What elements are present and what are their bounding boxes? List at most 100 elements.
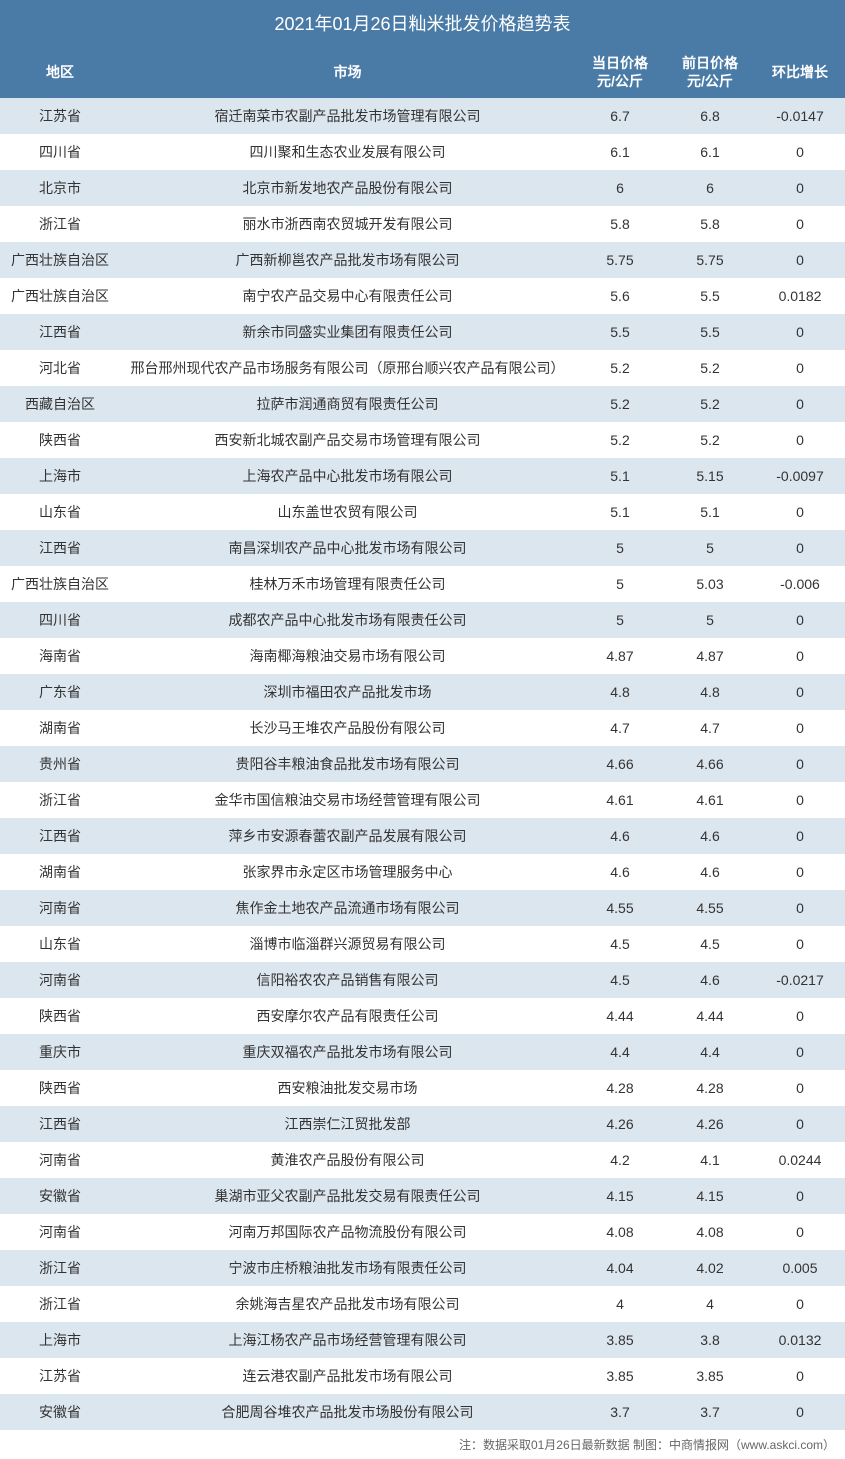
cell-region: 江西省 [0,818,120,854]
cell-price-today: 4.08 [575,1214,665,1250]
cell-price-today: 5.75 [575,242,665,278]
cell-price-yesterday: 4.8 [665,674,755,710]
cell-region: 湖南省 [0,854,120,890]
cell-price-today: 4.04 [575,1250,665,1286]
cell-region: 河南省 [0,1142,120,1178]
cell-market: 巢湖市亚父农副产品批发交易有限责任公司 [120,1178,575,1214]
table-row: 西藏自治区拉萨市润通商贸有限责任公司5.25.20 [0,386,845,422]
cell-price-yesterday: 5.2 [665,422,755,458]
cell-change: 0 [755,926,845,962]
table-row: 河北省邢台邢州现代农产品市场服务有限公司（原邢台顺兴农产品有限公司）5.25.2… [0,350,845,386]
cell-change: 0 [755,1214,845,1250]
table-row: 陕西省西安新北城农副产品交易市场管理有限公司5.25.20 [0,422,845,458]
table-row: 贵州省贵阳谷丰粮油食品批发市场有限公司4.664.660 [0,746,845,782]
cell-change: 0 [755,746,845,782]
cell-market: 海南椰海粮油交易市场有限公司 [120,638,575,674]
cell-market: 深圳市福田农产品批发市场 [120,674,575,710]
cell-market: 黄淮农产品股份有限公司 [120,1142,575,1178]
cell-market: 宿迁南菜市农副产品批发市场管理有限公司 [120,98,575,134]
header-price-today-l2: 元/公斤 [597,72,643,90]
cell-price-today: 6.7 [575,98,665,134]
cell-market: 四川聚和生态农业发展有限公司 [120,134,575,170]
cell-price-yesterday: 4.6 [665,854,755,890]
table-title: 2021年01月26日籼米批发价格趋势表 [0,0,845,46]
cell-market: 上海江杨农产品市场经营管理有限公司 [120,1322,575,1358]
cell-market: 张家界市永定区市场管理服务中心 [120,854,575,890]
cell-change: 0 [755,1394,845,1430]
cell-price-today: 5 [575,566,665,602]
cell-change: 0 [755,494,845,530]
cell-region: 安徽省 [0,1394,120,1430]
table-row: 山东省淄博市临淄群兴源贸易有限公司4.54.50 [0,926,845,962]
cell-price-yesterday: 5 [665,602,755,638]
cell-region: 四川省 [0,134,120,170]
header-market: 市场 [120,46,575,98]
cell-change: 0 [755,998,845,1034]
cell-change: 0 [755,1358,845,1394]
price-table: 2021年01月26日籼米批发价格趋势表 地区 市场 当日价格 元/公斤 前日价… [0,0,845,1430]
cell-change: -0.0147 [755,98,845,134]
cell-price-today: 5 [575,602,665,638]
table-row: 江西省萍乡市安源春蕾农副产品发展有限公司4.64.60 [0,818,845,854]
cell-market: 新余市同盛实业集团有限责任公司 [120,314,575,350]
cell-change: 0 [755,1178,845,1214]
table-row: 上海市上海农产品中心批发市场有限公司5.15.15-0.0097 [0,458,845,494]
cell-region: 河南省 [0,890,120,926]
cell-market: 成都农产品中心批发市场有限责任公司 [120,602,575,638]
cell-change: 0 [755,1106,845,1142]
cell-market: 宁波市庄桥粮油批发市场有限责任公司 [120,1250,575,1286]
header-change: 环比增长 [755,46,845,98]
cell-price-yesterday: 5.75 [665,242,755,278]
cell-change: -0.0217 [755,962,845,998]
cell-change: 0 [755,710,845,746]
cell-price-yesterday: 4.4 [665,1034,755,1070]
cell-price-yesterday: 4.44 [665,998,755,1034]
cell-price-yesterday: 4.61 [665,782,755,818]
cell-price-yesterday: 5.5 [665,278,755,314]
cell-price-yesterday: 4.55 [665,890,755,926]
table-row: 安徽省合肥周谷堆农产品批发市场股份有限公司3.73.70 [0,1394,845,1430]
cell-region: 浙江省 [0,206,120,242]
cell-price-today: 5.2 [575,422,665,458]
table-row: 江西省南昌深圳农产品中心批发市场有限公司550 [0,530,845,566]
table-row: 河南省黄淮农产品股份有限公司4.24.10.0244 [0,1142,845,1178]
cell-change: 0 [755,1034,845,1070]
table-row: 陕西省西安摩尔农产品有限责任公司4.444.440 [0,998,845,1034]
table-row: 广东省深圳市福田农产品批发市场4.84.80 [0,674,845,710]
table-row: 山东省山东盖世农贸有限公司5.15.10 [0,494,845,530]
cell-price-yesterday: 5.2 [665,350,755,386]
cell-price-yesterday: 5.1 [665,494,755,530]
table-row: 河南省河南万邦国际农产品物流股份有限公司4.084.080 [0,1214,845,1250]
cell-price-yesterday: 5.8 [665,206,755,242]
cell-price-today: 5.1 [575,494,665,530]
cell-price-yesterday: 4.7 [665,710,755,746]
table-row: 江苏省宿迁南菜市农副产品批发市场管理有限公司6.76.8-0.0147 [0,98,845,134]
cell-change: 0 [755,206,845,242]
cell-region: 浙江省 [0,1250,120,1286]
cell-region: 广西壮族自治区 [0,278,120,314]
cell-price-today: 5.2 [575,386,665,422]
cell-price-yesterday: 3.8 [665,1322,755,1358]
cell-price-yesterday: 5.03 [665,566,755,602]
cell-market: 南昌深圳农产品中心批发市场有限公司 [120,530,575,566]
cell-market: 萍乡市安源春蕾农副产品发展有限公司 [120,818,575,854]
cell-market: 邢台邢州现代农产品市场服务有限公司（原邢台顺兴农产品有限公司） [120,350,575,386]
cell-region: 重庆市 [0,1034,120,1070]
cell-market: 金华市国信粮油交易市场经营管理有限公司 [120,782,575,818]
cell-market: 桂林万禾市场管理有限责任公司 [120,566,575,602]
cell-region: 广西壮族自治区 [0,566,120,602]
cell-change: 0 [755,1070,845,1106]
cell-price-today: 5.6 [575,278,665,314]
cell-change: 0 [755,350,845,386]
cell-region: 广东省 [0,674,120,710]
cell-price-today: 4.66 [575,746,665,782]
cell-price-yesterday: 5.5 [665,314,755,350]
header-price-today: 当日价格 元/公斤 [575,46,665,98]
cell-price-today: 4.61 [575,782,665,818]
cell-market: 焦作金土地农产品流通市场有限公司 [120,890,575,926]
cell-price-today: 4.5 [575,962,665,998]
cell-change: 0 [755,134,845,170]
cell-region: 浙江省 [0,1286,120,1322]
table-row: 浙江省金华市国信粮油交易市场经营管理有限公司4.614.610 [0,782,845,818]
cell-region: 西藏自治区 [0,386,120,422]
